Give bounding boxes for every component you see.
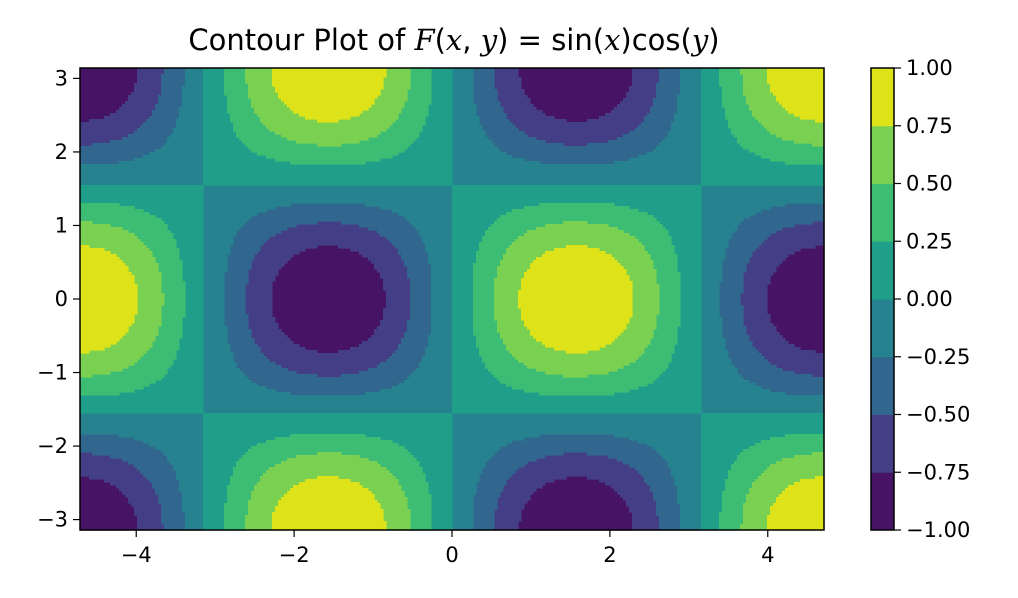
chart-title: Contour Plot of F(x, y) = sin(x)cos(y): [188, 23, 719, 57]
x-tick-label: 4: [761, 543, 774, 567]
y-tick-label: 0: [55, 287, 68, 311]
colorbar-tick-label: 0.25: [906, 229, 953, 253]
colorbar-tick-label: 0.50: [906, 172, 953, 196]
colorbar-segment-6: [871, 125, 894, 184]
x-tick-label: 0: [445, 543, 458, 567]
colorbar: −1.00 −0.75 −0.50 −0.25 0.00 0.25 0.50 0.75 1.00: [870, 56, 970, 542]
y-tick-label: −1: [37, 361, 68, 385]
colorbar-tick-label: −1.00: [906, 518, 970, 542]
y-tick-label: 1: [55, 213, 68, 237]
contour-band-4: [80, 68, 825, 531]
plot-area: [79, 67, 825, 531]
colorbar-segment-0: [871, 472, 894, 531]
x-tick-label: 2: [603, 543, 616, 567]
colorbar-tick-label: 0.75: [906, 114, 953, 138]
colorbar-segment-5: [871, 183, 894, 242]
colorbar-tick-label: −0.50: [906, 403, 970, 427]
y-tick-label: −2: [37, 434, 68, 458]
x-tick-label: −4: [121, 543, 152, 567]
colorbar-segment-2: [871, 356, 894, 415]
colorbar-segment-3: [871, 299, 894, 358]
x-axis: −4 −2 0 2 4: [121, 530, 774, 567]
contour-band-5: [80, 68, 825, 531]
contour-band-2: [80, 68, 825, 531]
colorbar-segment-4: [871, 241, 894, 300]
colorbar-tick-label: 0.00: [906, 287, 953, 311]
colorbar-segment-1: [871, 414, 894, 473]
colorbar-segment-7: [871, 68, 894, 127]
colorbar-tick-label: −0.25: [906, 345, 970, 369]
colorbar-tick-label: −0.75: [906, 460, 970, 484]
y-axis: −3 −2 −1 0 1 2 3: [37, 66, 80, 532]
y-tick-label: 2: [55, 140, 68, 164]
x-tick-label: −2: [279, 543, 310, 567]
colorbar-tick-label: 1.00: [906, 56, 953, 80]
y-tick-label: 3: [55, 66, 68, 90]
y-tick-label: −3: [37, 508, 68, 532]
